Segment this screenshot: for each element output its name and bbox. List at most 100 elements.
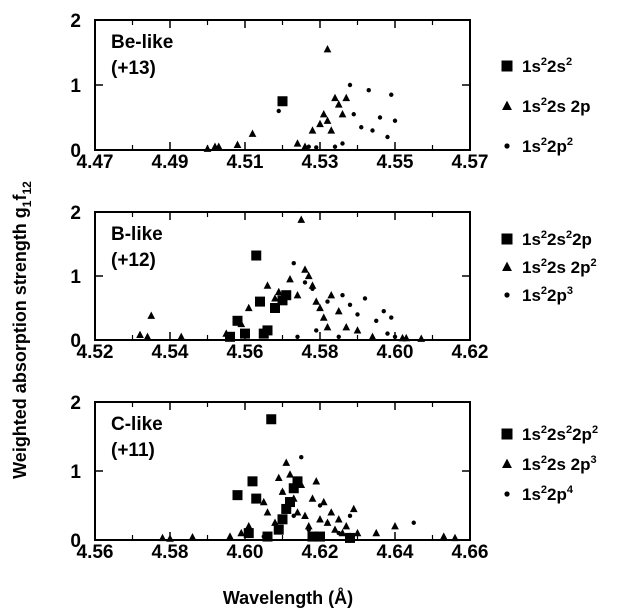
panel-be-like: 4.47 4.49 4.51 4.53 4.55 4.57 0 1 2 Be-like (+13) 1…	[70, 11, 590, 173]
data-point-triangle	[308, 281, 317, 289]
data-point-triangle	[312, 297, 321, 305]
legend: 1s22s22p2 1s22s 2p3 1s22p4	[501, 424, 598, 504]
data-point-triangle	[331, 525, 339, 533]
y-tick-label: 2	[70, 203, 81, 224]
x-tick-label: 4.54	[152, 342, 189, 363]
data-point-triangle	[391, 522, 399, 530]
series-triangle	[203, 45, 351, 152]
data-point-square	[277, 514, 288, 525]
data-point-triangle	[342, 522, 351, 530]
y-tick-label: 1	[70, 267, 81, 288]
data-point-triangle	[349, 504, 358, 513]
x-tick-label: 4.51	[227, 152, 264, 173]
x-tick-label: 4.52	[77, 342, 114, 363]
series-circle	[261, 455, 416, 539]
data-point-circle	[295, 334, 300, 339]
y-tick-label: 0	[70, 531, 81, 552]
data-point-triangle	[316, 119, 324, 128]
data-point-triangle	[334, 100, 343, 108]
y-tick-label: 0	[70, 331, 81, 352]
legend-marker-triangle	[502, 458, 512, 469]
data-point-triangle	[402, 333, 411, 342]
data-point-square	[266, 414, 277, 425]
data-point-triangle	[274, 287, 283, 296]
data-point-triangle	[293, 139, 302, 147]
data-point-circle	[299, 455, 304, 460]
x-tick-label: 4.60	[227, 542, 264, 563]
series-circle	[291, 261, 398, 339]
data-point-triangle	[368, 332, 377, 340]
x-tick-label: 4.53	[302, 152, 339, 173]
data-point-triangle	[293, 508, 302, 516]
data-point-square	[307, 531, 318, 542]
legend-label: 1s22p2	[522, 136, 573, 156]
data-point-triangle	[338, 528, 347, 537]
data-point-circle	[302, 146, 308, 151]
data-point-triangle	[222, 329, 231, 337]
data-point-square	[281, 503, 292, 514]
data-point-triangle	[263, 508, 272, 516]
x-tick-label: 4.55	[377, 152, 414, 173]
data-point-circle	[276, 108, 281, 114]
legend-label: 1s22s 2p3	[522, 454, 597, 474]
data-point-triangle	[319, 110, 328, 118]
data-point-circle	[291, 261, 296, 266]
panel-b-like: 4.52 4.54 4.56 4.58 4.60 4.62 0 1 2 B-like (+12) 1s…	[70, 203, 596, 363]
data-point-square	[247, 476, 258, 487]
data-point-circle	[336, 530, 341, 536]
legend-label: 1s22s 2p	[522, 96, 591, 116]
data-point-triangle	[286, 275, 294, 283]
data-point-circle	[306, 144, 311, 149]
panel-title: C-like	[111, 414, 163, 435]
data-point-triangle	[346, 532, 354, 540]
data-point-triangle	[297, 480, 306, 488]
data-point-square	[262, 325, 273, 336]
data-point-triangle	[297, 215, 306, 223]
legend-marker-circle	[504, 143, 510, 149]
data-point-triangle	[301, 511, 309, 519]
data-point-square	[240, 328, 250, 339]
data-point-circle	[332, 144, 338, 149]
data-point-circle	[291, 513, 296, 519]
data-point-circle	[280, 489, 285, 494]
data-point-triangle	[274, 473, 283, 482]
data-point-square	[273, 524, 284, 535]
data-point-triangle	[353, 326, 362, 334]
data-point-triangle	[451, 533, 459, 542]
data-point-circle	[355, 312, 360, 317]
data-point-triangle	[308, 126, 317, 134]
panel-c-like: 4.56 4.58 4.60 4.62 4.64 4.66 0 1 2 C-like (+11) 1s…	[70, 393, 598, 563]
data-point-triangle	[331, 93, 339, 102]
panel-title: Be-like	[111, 32, 173, 53]
data-point-circle	[302, 280, 308, 285]
data-point-triangle	[188, 533, 197, 541]
series-square	[225, 250, 292, 342]
series-square	[232, 414, 355, 543]
x-tick-label: 4.64	[377, 542, 414, 563]
data-point-triangle	[316, 303, 324, 312]
data-point-triangle	[323, 116, 332, 124]
legend-label: 1s22s2	[522, 56, 572, 76]
data-point-triangle	[233, 140, 242, 148]
data-point-square	[232, 490, 243, 501]
panels: 4.47 4.49 4.51 4.53 4.55 4.57 0 1 2 Be-like (+13) 1…	[70, 11, 598, 563]
legend-marker-square	[501, 233, 513, 245]
data-point-circle	[389, 315, 394, 320]
data-point-triangle	[301, 265, 309, 273]
data-point-circle	[392, 118, 398, 123]
data-point-circle	[385, 331, 390, 336]
data-point-triangle	[312, 477, 321, 485]
data-point-triangle	[286, 470, 294, 478]
data-point-triangle	[147, 311, 156, 319]
data-point-circle	[340, 293, 345, 298]
data-point-triangle	[304, 271, 313, 280]
data-point-circle	[347, 513, 353, 519]
data-point-circle	[347, 302, 353, 307]
data-point-circle	[392, 334, 398, 339]
data-point-square	[288, 483, 299, 494]
x-axis-label: Wavelength (Å)	[223, 588, 353, 608]
data-point-circle	[366, 88, 371, 93]
data-point-triangle	[334, 515, 343, 523]
series-triangle	[158, 458, 459, 542]
data-point-triangle	[293, 291, 302, 299]
